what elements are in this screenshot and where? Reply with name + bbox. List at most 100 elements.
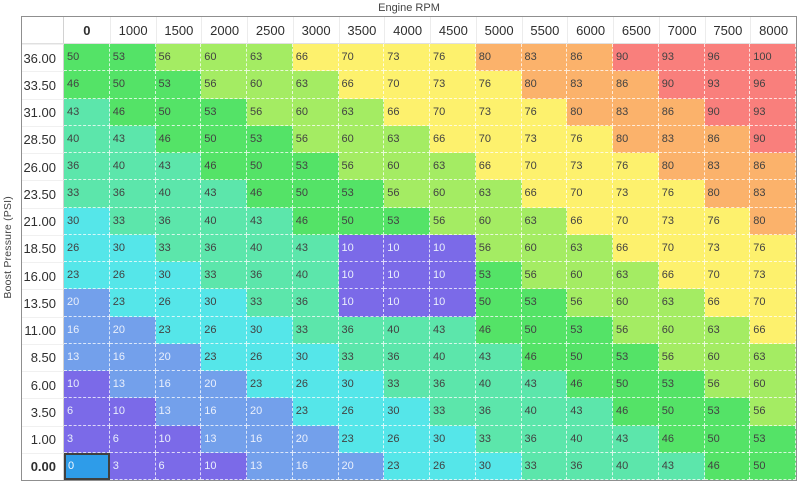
value-cell[interactable]: 43 [109, 125, 156, 153]
value-cell[interactable]: 56 [430, 207, 476, 235]
value-cell[interactable]: 23 [109, 289, 156, 317]
value-cell[interactable]: 83 [704, 153, 751, 181]
value-cell[interactable]: 56 [658, 343, 705, 371]
value-cell[interactable]: 50 [750, 452, 796, 480]
value-cell[interactable]: 73 [704, 234, 751, 262]
column-header[interactable]: 3500 [338, 17, 385, 44]
value-cell[interactable]: 50 [338, 207, 385, 235]
value-cell[interactable]: 30 [338, 371, 385, 399]
value-cell[interactable]: 36 [292, 289, 339, 317]
value-cell[interactable]: 46 [64, 71, 110, 99]
value-cell[interactable]: 60 [613, 289, 659, 317]
value-cell[interactable]: 73 [521, 125, 568, 153]
column-header[interactable]: 6500 [613, 17, 659, 44]
value-cell[interactable]: 26 [201, 316, 247, 344]
value-cell[interactable]: 66 [567, 207, 613, 235]
value-cell[interactable]: 26 [64, 234, 110, 262]
value-cell[interactable]: 60 [430, 180, 476, 208]
value-cell[interactable]: 90 [613, 44, 659, 72]
value-cell[interactable]: 10 [430, 234, 476, 262]
value-cell[interactable]: 40 [521, 398, 568, 426]
value-cell[interactable]: 20 [155, 343, 202, 371]
row-label[interactable]: 33.50 [22, 71, 64, 99]
value-cell[interactable]: 30 [475, 452, 522, 480]
value-cell[interactable]: 86 [613, 71, 659, 99]
value-cell[interactable]: 66 [430, 125, 476, 153]
column-header[interactable]: 8000 [750, 17, 796, 44]
value-cell[interactable]: 56 [750, 398, 796, 426]
value-cell[interactable]: 26 [109, 262, 156, 290]
value-cell[interactable]: 16 [64, 316, 110, 344]
value-cell[interactable]: 16 [292, 452, 339, 480]
value-cell[interactable]: 56 [704, 371, 751, 399]
value-cell[interactable]: 16 [109, 343, 156, 371]
value-cell[interactable]: 23 [155, 316, 202, 344]
value-cell[interactable]: 30 [64, 207, 110, 235]
value-cell[interactable]: 60 [384, 153, 430, 181]
value-cell[interactable]: 33 [292, 316, 339, 344]
value-cell[interactable]: 36 [155, 207, 202, 235]
column-header[interactable]: 0 [64, 17, 110, 44]
value-cell[interactable]: 73 [658, 207, 705, 235]
value-cell[interactable]: 13 [109, 371, 156, 399]
row-label[interactable]: 16.00 [22, 262, 64, 290]
value-cell[interactable]: 56 [521, 262, 568, 290]
value-cell[interactable]: 76 [475, 71, 522, 99]
value-cell[interactable]: 63 [750, 343, 796, 371]
value-cell[interactable]: 20 [64, 289, 110, 317]
value-cell[interactable]: 70 [750, 289, 796, 317]
value-cell[interactable]: 23 [247, 371, 293, 399]
value-cell[interactable]: 66 [658, 262, 705, 290]
row-label[interactable]: 13.50 [22, 289, 64, 317]
value-cell[interactable]: 33 [201, 262, 247, 290]
value-cell[interactable]: 23 [338, 425, 385, 453]
value-cell[interactable]: 60 [567, 262, 613, 290]
value-cell[interactable]: 46 [658, 425, 705, 453]
value-cell[interactable]: 56 [247, 98, 293, 126]
value-cell[interactable]: 43 [64, 98, 110, 126]
value-cell[interactable]: 33 [384, 371, 430, 399]
value-cell[interactable]: 56 [338, 153, 385, 181]
value-cell[interactable]: 56 [613, 316, 659, 344]
value-cell[interactable]: 50 [475, 289, 522, 317]
value-cell[interactable]: 96 [704, 44, 751, 72]
value-cell[interactable]: 90 [658, 71, 705, 99]
column-header[interactable]: 2500 [247, 17, 293, 44]
column-header[interactable]: 2000 [201, 17, 247, 44]
value-cell[interactable]: 83 [750, 180, 796, 208]
value-cell[interactable]: 36 [521, 425, 568, 453]
value-cell[interactable]: 33 [247, 289, 293, 317]
value-cell[interactable]: 10 [384, 289, 430, 317]
value-cell[interactable]: 73 [475, 98, 522, 126]
value-cell[interactable]: 66 [475, 153, 522, 181]
value-cell[interactable]: 60 [292, 98, 339, 126]
value-cell[interactable]: 40 [292, 262, 339, 290]
value-cell[interactable]: 46 [201, 153, 247, 181]
value-cell[interactable]: 66 [704, 289, 751, 317]
value-cell[interactable]: 83 [567, 71, 613, 99]
value-cell[interactable]: 6 [109, 425, 156, 453]
value-cell[interactable]: 66 [292, 44, 339, 72]
value-cell[interactable]: 20 [247, 398, 293, 426]
value-cell[interactable]: 33 [430, 398, 476, 426]
value-cell[interactable]: 80 [750, 207, 796, 235]
value-cell[interactable]: 63 [613, 262, 659, 290]
value-cell[interactable]: 40 [384, 316, 430, 344]
value-cell[interactable]: 10 [384, 234, 430, 262]
value-cell[interactable]: 50 [521, 316, 568, 344]
value-cell[interactable]: 60 [521, 234, 568, 262]
value-cell[interactable]: 23 [384, 452, 430, 480]
value-cell[interactable]: 90 [750, 125, 796, 153]
value-cell[interactable]: 90 [704, 98, 751, 126]
value-cell[interactable]: 33 [155, 234, 202, 262]
value-cell[interactable]: 23 [64, 262, 110, 290]
value-cell[interactable]: 93 [658, 44, 705, 72]
value-cell[interactable]: 10 [384, 262, 430, 290]
value-cell[interactable]: 70 [567, 180, 613, 208]
value-cell[interactable]: 36 [64, 153, 110, 181]
value-cell[interactable]: 40 [201, 207, 247, 235]
value-cell[interactable]: 20 [109, 316, 156, 344]
value-cell[interactable]: 43 [521, 371, 568, 399]
value-cell[interactable]: 86 [567, 44, 613, 72]
value-cell[interactable]: 23 [201, 343, 247, 371]
